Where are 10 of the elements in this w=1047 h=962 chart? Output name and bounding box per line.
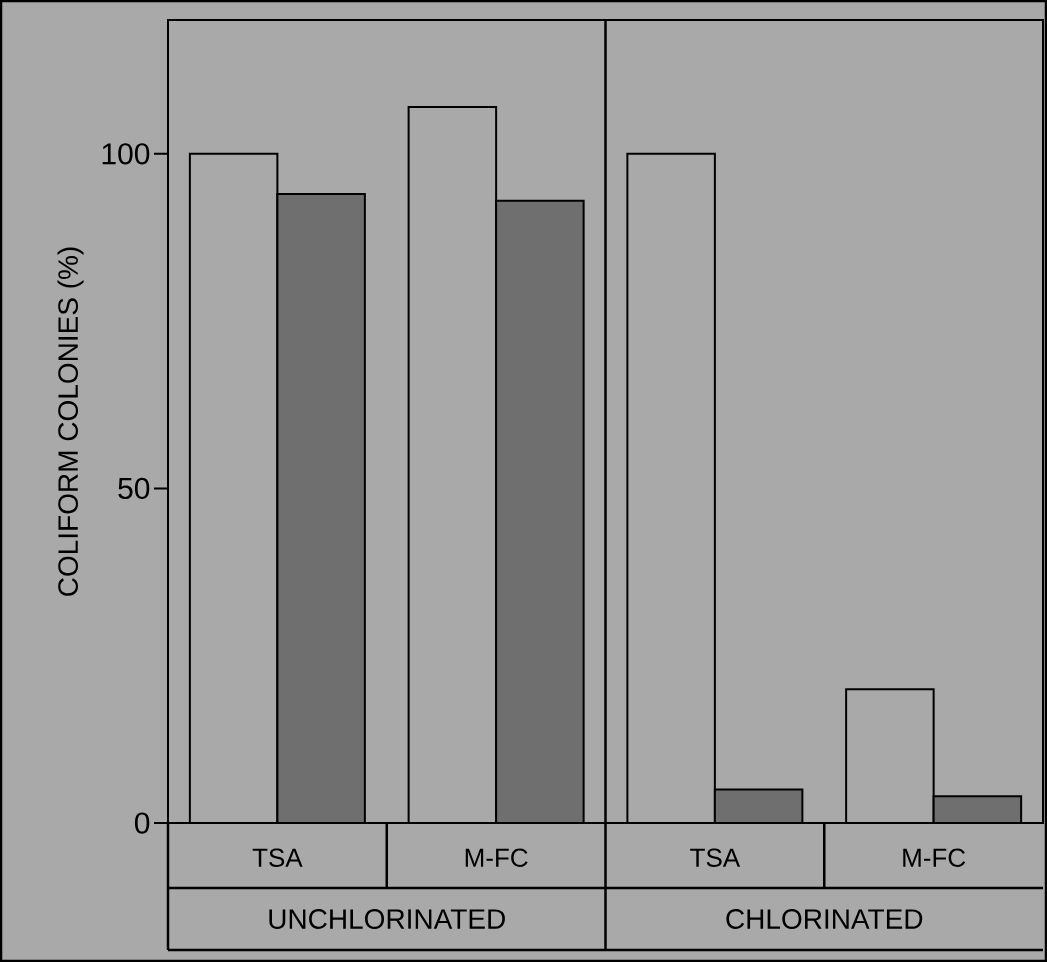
y-tick-label: 100: [102, 143, 150, 165]
text: UNCHLORINATED: [269, 909, 505, 929]
y-tick-label: 50: [118, 477, 150, 500]
y-tick-label: 0: [134, 812, 150, 834]
y-axis-title: COLIFORM COLONIES (%): [57, 247, 84, 596]
x-tick-label: TSA: [690, 848, 741, 867]
text: CHLORINATED: [726, 909, 923, 929]
x-tick-label: M-FC: [465, 848, 528, 867]
x-tick-label: TSA: [252, 848, 303, 867]
x-tick-label: M-FC: [903, 848, 966, 867]
